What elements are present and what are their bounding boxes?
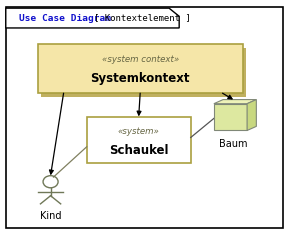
Polygon shape bbox=[247, 99, 256, 130]
Text: Baum: Baum bbox=[219, 139, 247, 149]
FancyBboxPatch shape bbox=[41, 48, 246, 97]
FancyBboxPatch shape bbox=[87, 116, 191, 163]
Text: «system context»: «system context» bbox=[101, 55, 179, 65]
FancyBboxPatch shape bbox=[6, 7, 283, 228]
Polygon shape bbox=[6, 8, 179, 28]
Text: «system»: «system» bbox=[118, 127, 160, 136]
Text: Systemkontext: Systemkontext bbox=[90, 72, 190, 85]
FancyBboxPatch shape bbox=[38, 44, 243, 93]
Text: Kind: Kind bbox=[40, 211, 61, 221]
Text: [ Kontextelement ]: [ Kontextelement ] bbox=[94, 14, 191, 23]
Text: Schaukel: Schaukel bbox=[109, 144, 168, 157]
Polygon shape bbox=[214, 99, 256, 104]
Polygon shape bbox=[214, 104, 247, 130]
Text: Use Case Diagram: Use Case Diagram bbox=[19, 14, 111, 23]
